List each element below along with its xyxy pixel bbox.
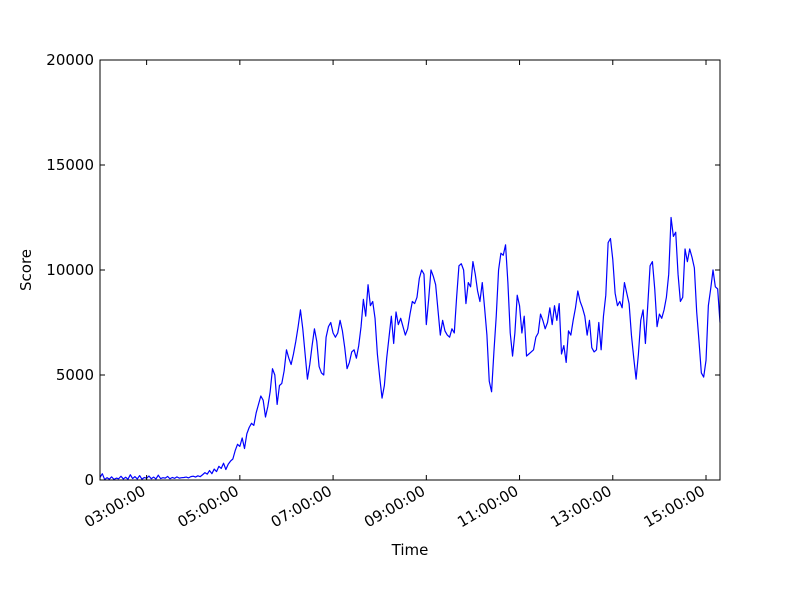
- y-tick-label: 5000: [56, 366, 94, 384]
- y-tick-label: 20000: [46, 51, 94, 69]
- y-tick-label: 0: [84, 471, 94, 489]
- x-axis-label: Time: [391, 541, 429, 559]
- y-axis-label: Score: [17, 249, 35, 291]
- series-line-0: [99, 216, 721, 481]
- plot-area: [99, 216, 721, 481]
- y-tick-label: 15000: [46, 156, 94, 174]
- y-tick-label: 10000: [46, 261, 94, 279]
- y-axis: 0 5000 10000 15000 20000: [46, 51, 720, 489]
